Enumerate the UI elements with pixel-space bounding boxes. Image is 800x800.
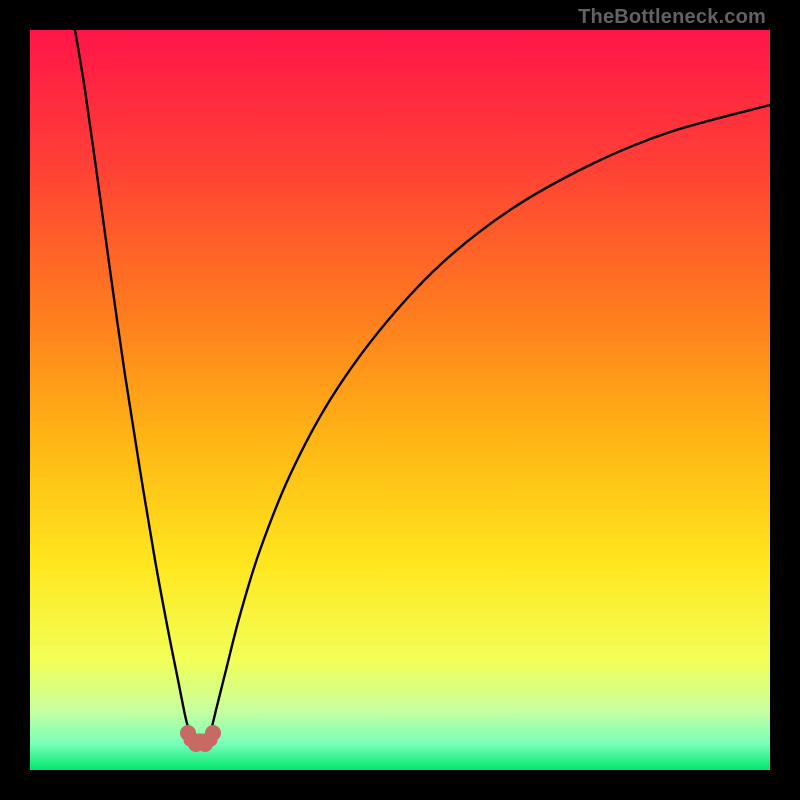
chart-frame: TheBottleneck.com — [0, 0, 800, 800]
curve-left-branch — [75, 30, 190, 735]
watermark-text: TheBottleneck.com — [578, 6, 766, 29]
curve-layer — [30, 30, 770, 770]
curve-right-branch — [210, 105, 770, 735]
plot-area — [30, 30, 770, 770]
valley-marker — [180, 725, 221, 752]
